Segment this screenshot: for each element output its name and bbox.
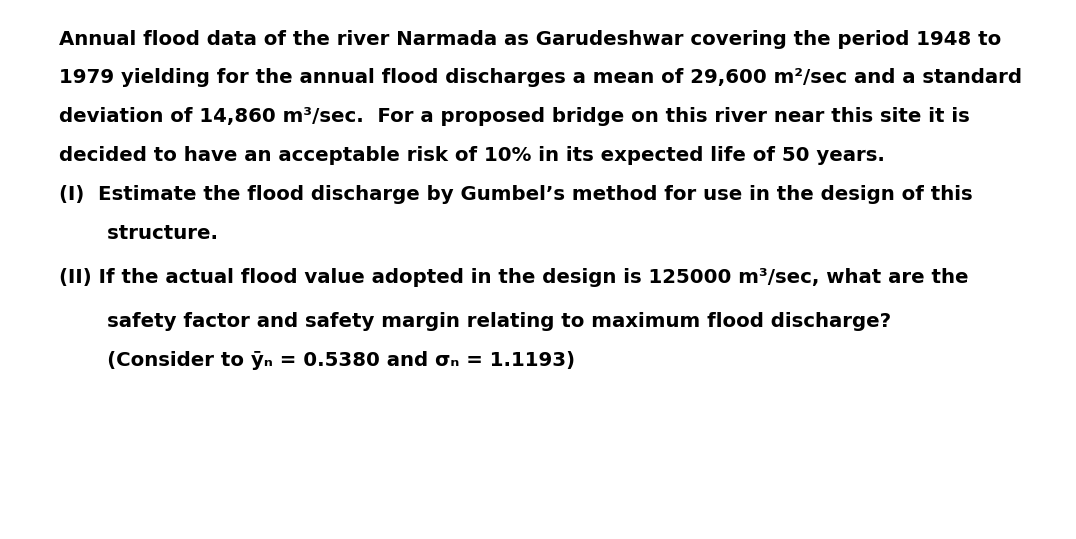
Text: deviation of 14,860 m³/sec.  For a proposed bridge on this river near this site : deviation of 14,860 m³/sec. For a propos… <box>59 107 969 126</box>
Text: (II) If the actual flood value adopted in the design is 125000 m³/sec, what are : (II) If the actual flood value adopted i… <box>59 268 968 287</box>
Text: decided to have an acceptable risk of 10% in its expected life of 50 years.: decided to have an acceptable risk of 10… <box>59 146 886 165</box>
Text: 1979 yielding for the annual flood discharges a mean of 29,600 m²/sec and a stan: 1979 yielding for the annual flood disch… <box>59 68 1022 87</box>
Text: Annual flood data of the river Narmada as Garudeshwar covering the period 1948 t: Annual flood data of the river Narmada a… <box>59 30 1002 49</box>
Text: (Consider to ȳₙ = 0.5380 and σₙ = 1.1193): (Consider to ȳₙ = 0.5380 and σₙ = 1.1193… <box>59 351 576 370</box>
Text: (I)  Estimate the flood discharge by Gumbel’s method for use in the design of th: (I) Estimate the flood discharge by Gumb… <box>59 185 973 204</box>
Text: structure.: structure. <box>59 224 218 243</box>
Text: safety factor and safety margin relating to maximum flood discharge?: safety factor and safety margin relating… <box>59 312 891 331</box>
